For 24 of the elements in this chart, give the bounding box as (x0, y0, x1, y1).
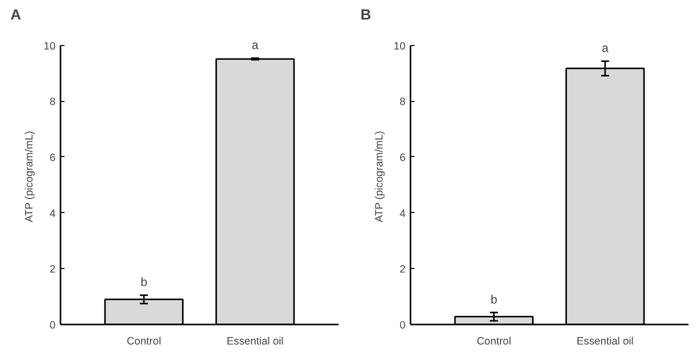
x-tick-label: Essential oil (226, 336, 284, 348)
y-tick-label: 2 (400, 264, 406, 276)
y-tick-label: 10 (394, 40, 406, 52)
y-tick-label: 2 (50, 264, 56, 276)
y-tick-label: 0 (50, 320, 56, 332)
y-tick-label: 4 (400, 208, 406, 220)
x-tick-label: Essential oil (576, 336, 634, 348)
x-tick-label: Control (126, 336, 162, 348)
y-tick-label: 4 (50, 208, 56, 220)
annotation: b (490, 292, 498, 306)
x-tick-label: Control (476, 336, 512, 348)
y-tick-label: 6 (50, 152, 56, 164)
y-tick-label: 8 (50, 96, 56, 108)
y-axis-title: ATP (picogram/mL) (24, 130, 36, 222)
y-tick-label: 0 (400, 320, 406, 332)
annotation: b (140, 275, 148, 290)
annotation: a (602, 41, 609, 56)
annotation: a (252, 38, 259, 52)
y-tick-label: 8 (400, 96, 406, 108)
y-axis-title: ATP (picogram/mL) (374, 130, 386, 222)
chart-title: A (10, 8, 22, 24)
chart-title: B (360, 8, 372, 24)
y-tick-label: 10 (44, 40, 56, 52)
y-tick-label: 6 (400, 152, 406, 164)
